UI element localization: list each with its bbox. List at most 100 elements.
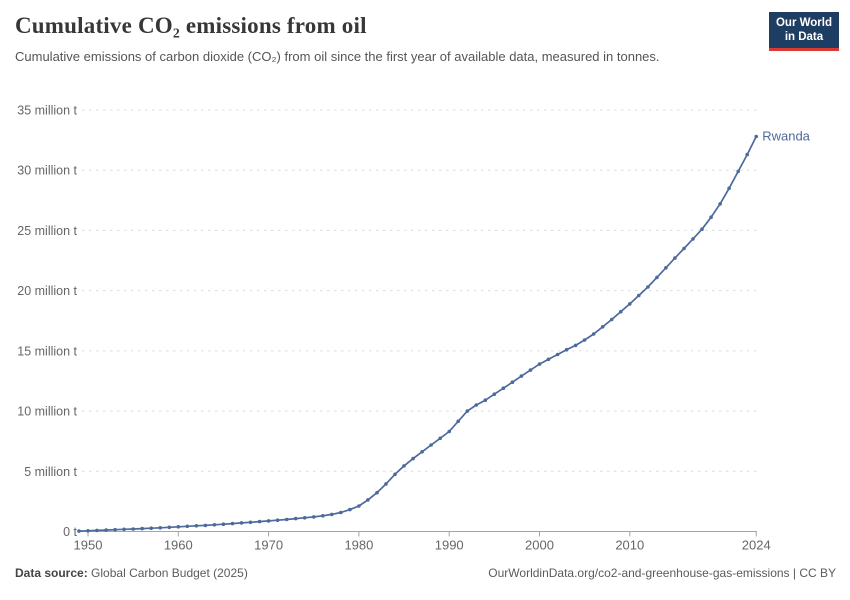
data-point[interactable] [212, 523, 217, 527]
data-point[interactable] [357, 504, 361, 508]
data-point[interactable] [492, 392, 497, 397]
owid-logo[interactable]: Our World in Data [768, 12, 839, 51]
data-point[interactable] [366, 498, 370, 502]
data-point[interactable] [573, 343, 578, 348]
data-source: Data source: Global Carbon Budget (2025) [15, 566, 248, 580]
chart-subtitle: Cumulative emissions of carbon dioxide (… [15, 49, 660, 64]
data-point[interactable] [483, 398, 488, 403]
data-point[interactable] [384, 482, 388, 486]
x-axis-tick-label: 1980 [344, 538, 373, 553]
x-axis-tick-label: 2010 [615, 538, 644, 553]
data-point[interactable] [140, 526, 144, 531]
data-point[interactable] [393, 472, 397, 477]
data-point[interactable] [664, 266, 668, 270]
data-point[interactable] [284, 517, 289, 522]
data-point[interactable] [609, 317, 614, 322]
data-point[interactable] [438, 436, 443, 441]
data-point[interactable] [339, 510, 343, 515]
data-point[interactable] [718, 202, 722, 206]
data-point[interactable] [537, 362, 542, 366]
data-source-value: Global Carbon Budget (2025) [91, 566, 248, 580]
data-point[interactable] [429, 443, 433, 447]
data-point[interactable] [266, 519, 271, 523]
data-point[interactable] [474, 403, 479, 407]
data-point[interactable] [230, 521, 235, 526]
data-point[interactable] [194, 524, 199, 528]
data-point[interactable] [546, 357, 551, 362]
data-point[interactable] [221, 522, 226, 526]
data-point[interactable] [646, 285, 650, 289]
x-axis-tick-label: 2000 [525, 538, 554, 553]
data-point[interactable] [176, 525, 181, 529]
data-point[interactable] [600, 325, 605, 329]
y-axis-tick-label: 20 million t [17, 284, 77, 298]
data-point[interactable] [122, 527, 126, 532]
y-axis-tick-label: 15 million t [17, 344, 77, 358]
data-source-label: Data source: [15, 566, 88, 580]
data-point[interactable] [465, 409, 470, 413]
series-end-label[interactable]: Rwanda [762, 128, 810, 143]
data-point[interactable] [637, 293, 641, 298]
data-point[interactable] [248, 520, 253, 525]
data-point[interactable] [510, 380, 515, 385]
data-point[interactable] [411, 456, 415, 461]
data-point[interactable] [104, 528, 108, 532]
data-point[interactable] [673, 256, 677, 260]
data-point[interactable] [158, 526, 162, 530]
y-axis-tick-label: 35 million t [17, 103, 77, 117]
data-point[interactable] [709, 215, 713, 219]
data-point[interactable] [77, 529, 81, 533]
data-point[interactable] [582, 338, 587, 342]
data-point[interactable] [555, 352, 560, 357]
x-axis-tick-label: 1950 [74, 538, 103, 553]
owid-logo-line1: Our World [775, 17, 832, 29]
data-point[interactable] [745, 152, 749, 157]
data-point[interactable] [420, 450, 424, 454]
data-point[interactable] [321, 514, 325, 518]
y-axis-tick-label: 25 million t [17, 224, 77, 238]
data-point[interactable] [149, 526, 153, 530]
data-point[interactable] [302, 516, 307, 520]
chart-title: Cumulative CO₂ emissions from oil [15, 13, 367, 38]
data-point[interactable] [591, 332, 596, 336]
data-point[interactable] [375, 490, 379, 495]
data-point[interactable] [95, 528, 99, 533]
data-point[interactable] [628, 302, 632, 306]
data-point[interactable] [402, 464, 406, 468]
data-point[interactable] [203, 523, 208, 528]
data-point[interactable] [447, 429, 452, 434]
data-point[interactable] [736, 169, 740, 174]
x-axis-tick-label: 2024 [742, 538, 771, 553]
data-point[interactable] [655, 275, 659, 280]
data-point[interactable] [86, 529, 90, 533]
data-point[interactable] [528, 368, 533, 372]
data-point[interactable] [691, 237, 695, 241]
data-point[interactable] [700, 227, 704, 231]
data-point[interactable] [239, 521, 244, 525]
data-point[interactable] [293, 516, 298, 521]
data-point[interactable] [167, 525, 172, 530]
data-point[interactable] [456, 419, 461, 424]
data-point[interactable] [727, 186, 731, 191]
attribution-link[interactable]: OurWorldinData.org/co2-and-greenhouse-ga… [488, 566, 836, 580]
data-point[interactable] [564, 347, 569, 352]
data-point[interactable] [113, 527, 117, 532]
x-axis-tick-label: 1960 [164, 538, 193, 553]
data-point[interactable] [312, 515, 316, 519]
data-point[interactable] [330, 512, 334, 517]
data-point[interactable] [619, 309, 623, 314]
data-point[interactable] [682, 246, 686, 251]
data-point[interactable] [275, 518, 280, 522]
data-point[interactable] [185, 524, 190, 529]
data-point[interactable] [501, 386, 506, 391]
chart-header: Cumulative CO₂ emissions from oil Cumula… [15, 13, 755, 67]
data-point[interactable] [131, 527, 135, 531]
x-axis-tick-label: 1990 [435, 538, 464, 553]
data-point[interactable] [754, 134, 758, 139]
series-line-rwanda[interactable] [78, 135, 758, 532]
data-point[interactable] [348, 507, 352, 512]
data-point[interactable] [519, 374, 524, 378]
data-point[interactable] [257, 519, 262, 524]
